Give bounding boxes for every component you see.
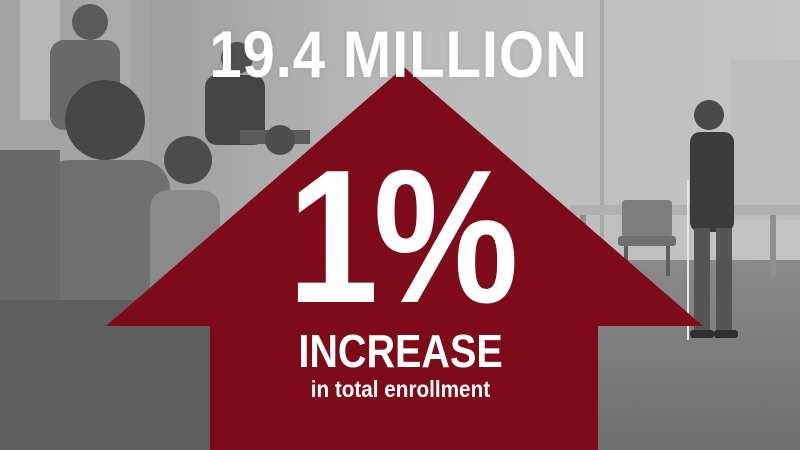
- stat-caption: in total enrollment: [310, 376, 491, 402]
- headline: 19.4 MILLION: [209, 17, 588, 91]
- stat-label: INCREASE: [298, 325, 503, 377]
- stat-value: 1%: [287, 131, 519, 343]
